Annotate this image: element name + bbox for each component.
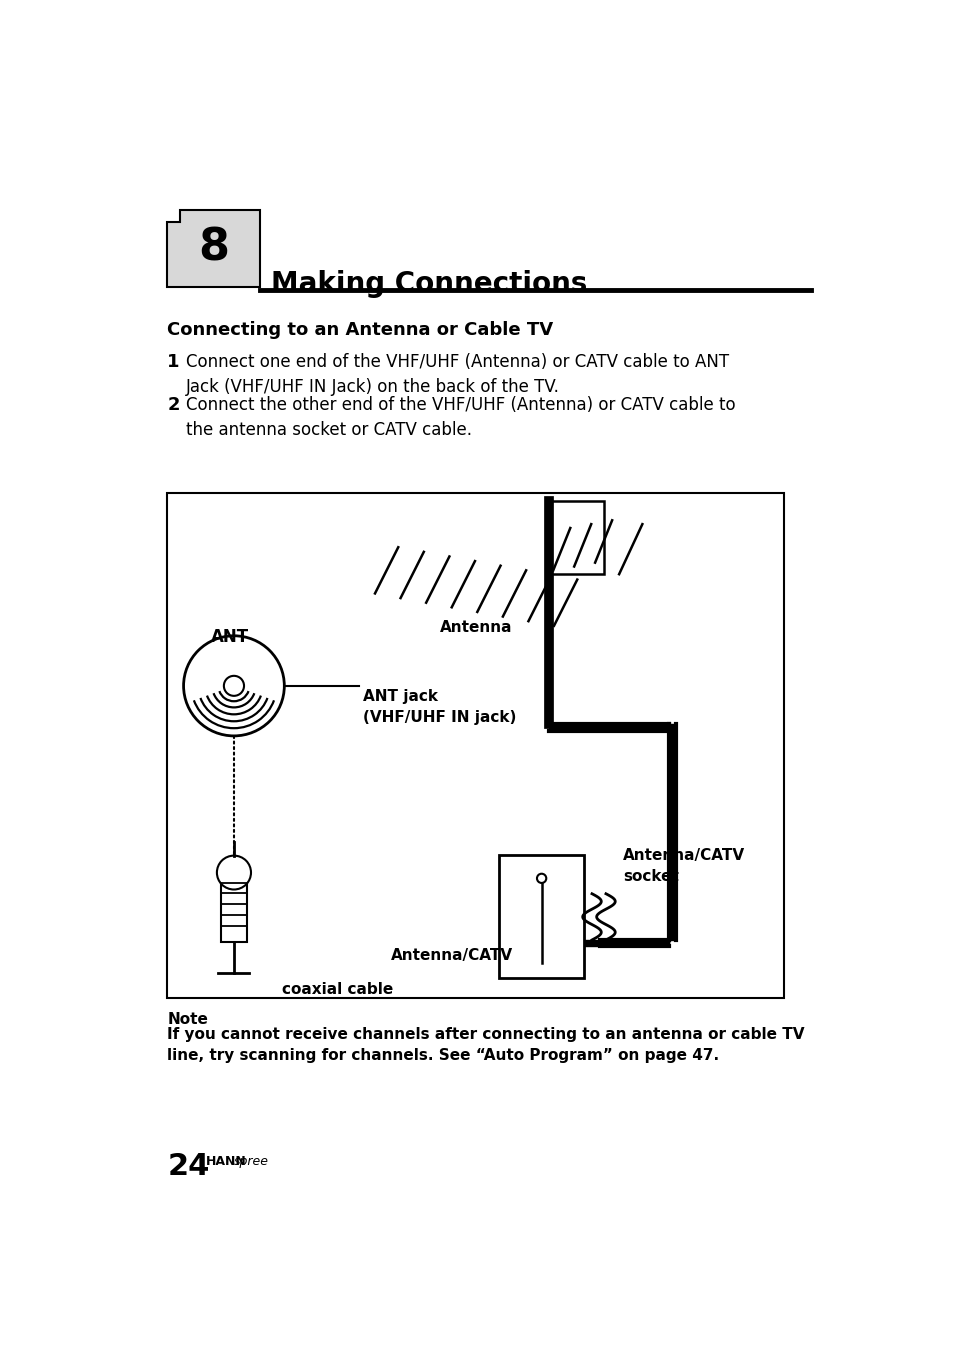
Text: Making Connections: Making Connections	[271, 270, 587, 297]
Bar	[549, 502, 603, 575]
Bar	[167, 493, 783, 998]
Text: Connect one end of the VHF/UHF (Antenna) or CATV cable to ANT
Jack (VHF/UHF IN J: Connect one end of the VHF/UHF (Antenna)…	[186, 353, 728, 396]
Bar	[220, 876, 247, 942]
Text: ANT jack
(VHF/UHF IN jack): ANT jack (VHF/UHF IN jack)	[363, 690, 517, 725]
Text: 8: 8	[198, 227, 229, 270]
Bar	[498, 856, 583, 979]
Text: If you cannot receive channels after connecting to an antenna or cable TV
line, : If you cannot receive channels after con…	[167, 1028, 804, 1063]
Text: Connect the other end of the VHF/UHF (Antenna) or CATV cable to
the antenna sock: Connect the other end of the VHF/UHF (An…	[186, 396, 735, 438]
Text: Antenna: Antenna	[439, 621, 512, 635]
Text: coaxial cable: coaxial cable	[282, 983, 393, 998]
Text: HANN: HANN	[206, 1155, 247, 1168]
Text: Antenna/CATV
socket: Antenna/CATV socket	[622, 848, 744, 884]
Text: Note: Note	[167, 1011, 208, 1026]
Circle shape	[537, 873, 546, 883]
Text: ANT: ANT	[211, 629, 249, 646]
Circle shape	[216, 856, 251, 890]
Polygon shape	[167, 210, 260, 287]
Circle shape	[224, 676, 244, 696]
Text: 2: 2	[167, 396, 179, 414]
Text: Connecting to an Antenna or Cable TV: Connecting to an Antenna or Cable TV	[167, 320, 553, 339]
Text: 1: 1	[167, 353, 179, 372]
Circle shape	[183, 635, 284, 735]
Text: spree: spree	[233, 1155, 269, 1168]
Text: 24: 24	[167, 1152, 210, 1180]
Text: Antenna/CATV: Antenna/CATV	[390, 948, 512, 963]
